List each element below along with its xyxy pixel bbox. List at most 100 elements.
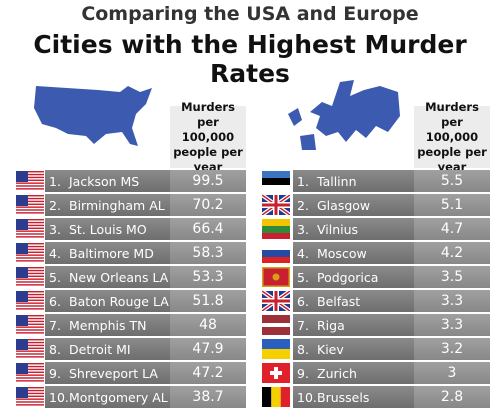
table-row: 5. New Orleans LA 53.3 xyxy=(45,266,246,288)
table-row: 6. Baton Rouge LA 51.8 xyxy=(45,290,246,312)
murder-rate: 51.8 xyxy=(170,290,246,312)
murder-rate: 70.2 xyxy=(170,194,246,216)
murder-rate: 99.5 xyxy=(170,170,246,192)
flag xyxy=(262,267,290,287)
murder-rate: 4.7 xyxy=(414,218,490,240)
table-row: 6. Belfast 3.3 xyxy=(293,290,490,312)
table-row: 8. Kiev 3.2 xyxy=(293,338,490,360)
flag xyxy=(262,243,290,263)
flag xyxy=(262,219,290,239)
flag xyxy=(16,339,44,359)
city-name: Podgorica xyxy=(317,269,379,285)
table-row: 7. Riga 3.3 xyxy=(293,314,490,336)
flag xyxy=(262,291,290,311)
city-name: Baton Rouge LA xyxy=(69,293,169,309)
europe-map xyxy=(288,80,400,150)
murder-rate: 3 xyxy=(414,362,490,384)
table-row: 4. Moscow 4.2 xyxy=(293,242,490,264)
flag xyxy=(262,387,290,407)
column-header: Murders per 100,000 people per year xyxy=(414,100,490,174)
city-name: New Orleans LA xyxy=(69,269,169,285)
table-row: 3. St. Louis MO 66.4 xyxy=(45,218,246,240)
city-name: Kiev xyxy=(317,341,344,357)
murder-rate: 38.7 xyxy=(170,386,246,408)
flag xyxy=(262,171,290,191)
murder-rate: 3.5 xyxy=(414,266,490,288)
table-row: 1. Jackson MS 99.5 xyxy=(45,170,246,192)
table-row: 5. Podgorica 3.5 xyxy=(293,266,490,288)
city-name: Zurich xyxy=(317,365,357,381)
flag xyxy=(16,171,44,191)
rank: 7. xyxy=(49,317,61,333)
table-row: 1. Tallinn 5.5 xyxy=(293,170,490,192)
rank: 6. xyxy=(297,293,309,309)
rank: 5. xyxy=(49,269,61,285)
rank: 4. xyxy=(49,245,61,261)
city-name: Jackson MS xyxy=(69,173,140,189)
subtitle: Cities with the Highest Murder Rates xyxy=(33,30,467,88)
flag xyxy=(262,339,290,359)
rank: 7. xyxy=(297,317,309,333)
table-row: 4. Baltimore MD 58.3 xyxy=(45,242,246,264)
city-name: Tallinn xyxy=(317,173,357,189)
murder-rate: 5.5 xyxy=(414,170,490,192)
city-name: Brussels xyxy=(317,389,370,405)
flag xyxy=(16,267,44,287)
table-row: 9. Shreveport LA 47.2 xyxy=(45,362,246,384)
table-row: 10. Brussels 2.8 xyxy=(293,386,490,408)
table-row: 9. Zurich 3 xyxy=(293,362,490,384)
murder-rate: 47.2 xyxy=(170,362,246,384)
flag xyxy=(262,315,290,335)
city-name: Birmingham AL xyxy=(69,197,165,213)
rank: 5. xyxy=(297,269,309,285)
murder-rate: 47.9 xyxy=(170,338,246,360)
rank: 10. xyxy=(49,389,69,405)
flag xyxy=(16,315,44,335)
table-row: 8. Detroit MI 47.9 xyxy=(45,338,246,360)
rank: 10. xyxy=(297,389,317,405)
city-name: Shreveport LA xyxy=(69,365,158,381)
flag xyxy=(16,363,44,383)
murder-rate: 48 xyxy=(170,314,246,336)
murder-rate: 3.3 xyxy=(414,290,490,312)
rank: 1. xyxy=(49,173,61,189)
murder-rate: 4.2 xyxy=(414,242,490,264)
city-name: Moscow xyxy=(317,245,367,261)
rank: 6. xyxy=(49,293,61,309)
usa-map xyxy=(34,86,152,146)
city-name: Vilnius xyxy=(317,221,359,237)
rank: 9. xyxy=(297,365,309,381)
murder-rate: 3.2 xyxy=(414,338,490,360)
table-row: 2. Glasgow 5.1 xyxy=(293,194,490,216)
murder-rate: 66.4 xyxy=(170,218,246,240)
city-name: Riga xyxy=(317,317,345,333)
city-name: Montgomery AL xyxy=(69,389,168,405)
city-name: Belfast xyxy=(317,293,361,309)
flag xyxy=(16,219,44,239)
flag xyxy=(16,387,44,407)
column-header: Murders per 100,000 people per year xyxy=(170,100,246,174)
flag xyxy=(16,243,44,263)
table-row: 7. Memphis TN 48 xyxy=(45,314,246,336)
rank: 1. xyxy=(297,173,309,189)
title: Comparing the USA and Europe xyxy=(81,3,419,25)
rank: 3. xyxy=(49,221,61,237)
flag xyxy=(262,195,290,215)
flag xyxy=(16,291,44,311)
city-name: Detroit MI xyxy=(69,341,131,357)
city-name: St. Louis MO xyxy=(69,221,147,237)
city-name: Glasgow xyxy=(317,197,371,213)
murder-rate: 2.8 xyxy=(414,386,490,408)
flag xyxy=(262,363,290,383)
rank: 4. xyxy=(297,245,309,261)
table-row: 2. Birmingham AL 70.2 xyxy=(45,194,246,216)
table-row: 3. Vilnius 4.7 xyxy=(293,218,490,240)
rank: 9. xyxy=(49,365,61,381)
rank: 2. xyxy=(297,197,309,213)
flag xyxy=(16,195,44,215)
rank: 3. xyxy=(297,221,309,237)
rank: 8. xyxy=(49,341,61,357)
table-row: 10. Montgomery AL 38.7 xyxy=(45,386,246,408)
city-name: Baltimore MD xyxy=(69,245,154,261)
